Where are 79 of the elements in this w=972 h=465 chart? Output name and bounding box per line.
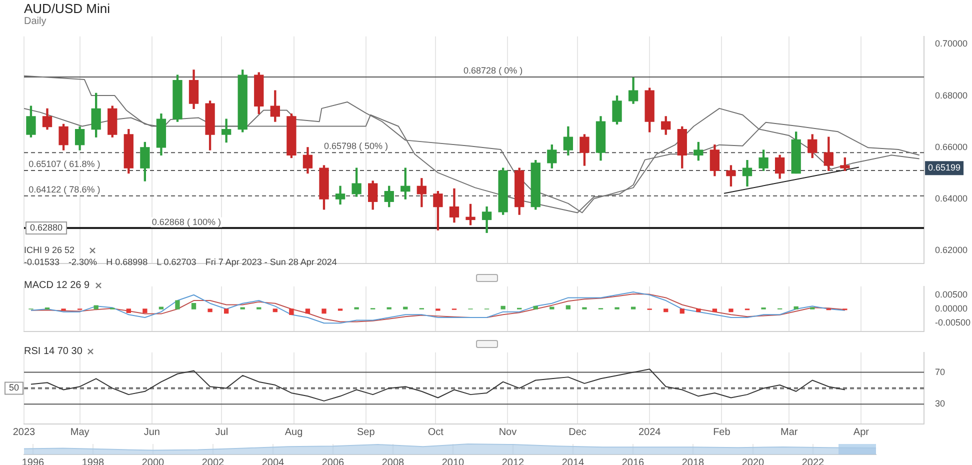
- ref-line-label: 0.62880: [30, 222, 63, 232]
- bar: [533, 306, 538, 310]
- y-tick-label: 70: [935, 366, 946, 377]
- bar: [500, 306, 506, 310]
- y-tick-label: 0.64000: [935, 194, 968, 204]
- y-tick-label: 0.68000: [935, 90, 968, 100]
- y-tick-label: 0.70000: [935, 38, 968, 49]
- x-tick-label: Mar: [780, 426, 798, 438]
- annotation: Fri 7 Apr 2023 - Sun 28 Apr 2024: [205, 257, 337, 267]
- bar: [664, 308, 668, 312]
- bar: [322, 308, 326, 314]
- bar: [566, 305, 571, 310]
- x-tick-label: Jul: [215, 426, 228, 438]
- x-tick-label: 2024: [638, 426, 662, 438]
- bar: [224, 308, 229, 314]
- annotation: 0.68728 ( 0% ): [464, 65, 523, 76]
- x-tick-label: 2023: [12, 426, 36, 438]
- bar: [630, 306, 636, 310]
- bar: [728, 308, 734, 312]
- bar: [696, 308, 701, 312]
- y-tick-label: -0.00500: [935, 318, 971, 328]
- bar: [712, 308, 718, 312]
- annotation: ICHI 9 26 52: [24, 245, 75, 255]
- x-tick-label: Sep: [356, 426, 376, 438]
- bar: [550, 306, 554, 310]
- x-tick-label: 1996: [22, 457, 45, 465]
- x-tick-label: 2016: [622, 457, 645, 465]
- x-tick-label: Feb: [713, 426, 731, 438]
- ref-line-label: 50: [8, 382, 20, 393]
- x-tick-label: 2014: [562, 457, 585, 465]
- bar: [680, 308, 684, 314]
- x-tick-label: 2004: [262, 457, 285, 465]
- annotation: H 0.68998: [106, 257, 148, 267]
- x-tick-label: 2006: [322, 457, 345, 465]
- x-tick-label: Jun: [144, 426, 160, 438]
- x-tick-label: May: [70, 426, 90, 438]
- bar: [289, 308, 294, 315]
- y-tick-label: 0.00500: [935, 289, 968, 300]
- bar: [305, 308, 310, 314]
- y-tick-label: 30: [935, 398, 946, 409]
- y-tick-label: 0.62000: [935, 245, 968, 256]
- bar: [272, 308, 278, 312]
- bar: [794, 306, 798, 310]
- x-tick-label: 2002: [202, 457, 225, 465]
- x-tick-label: 2008: [382, 457, 405, 465]
- chart-title: MACD 12 26 9: [24, 280, 90, 291]
- annotation: 0.64122 ( 78.6% ): [28, 184, 100, 194]
- x-tick-label: 2022: [802, 457, 825, 465]
- x-tick-label: Nov: [498, 426, 517, 438]
- annotation: -2.30%: [68, 257, 98, 267]
- annotation: 0.65199: [928, 162, 961, 173]
- chart-subtitle: Daily: [24, 16, 48, 27]
- x-tick-label: 2010: [442, 457, 465, 465]
- annotation: -0.01533: [24, 257, 60, 267]
- annotation: 0.62868 ( 100% ): [152, 216, 221, 227]
- x-tick-label: 2020: [742, 457, 765, 465]
- annotation: 0.65107 ( 61.8% ): [28, 158, 100, 169]
- bar: [191, 303, 196, 310]
- x-tick-label: 2012: [502, 457, 525, 465]
- y-tick-label: 0.66000: [935, 142, 968, 152]
- bar: [208, 308, 212, 312]
- bar: [142, 308, 148, 314]
- x-tick-label: Oct: [428, 426, 444, 438]
- bar: [158, 306, 164, 310]
- x-tick-label: Aug: [284, 426, 303, 438]
- annotation: L 0.62703: [156, 257, 196, 267]
- x-tick-label: Apr: [853, 426, 870, 438]
- chart-title: RSI 14 70 30: [24, 346, 82, 357]
- bar: [94, 305, 98, 310]
- bar: [403, 306, 408, 310]
- bar: [175, 300, 180, 310]
- x-tick-label: 2018: [682, 457, 705, 465]
- x-tick-label: 1998: [82, 457, 105, 465]
- x-tick-label: 2000: [142, 457, 165, 465]
- bar: [126, 308, 131, 314]
- chart-title: AUD/USD Mini: [24, 1, 110, 16]
- annotation: 0.65798 ( 50% ): [324, 141, 388, 152]
- y-tick-label: 0.00000: [935, 303, 968, 314]
- x-tick-label: Dec: [568, 426, 586, 438]
